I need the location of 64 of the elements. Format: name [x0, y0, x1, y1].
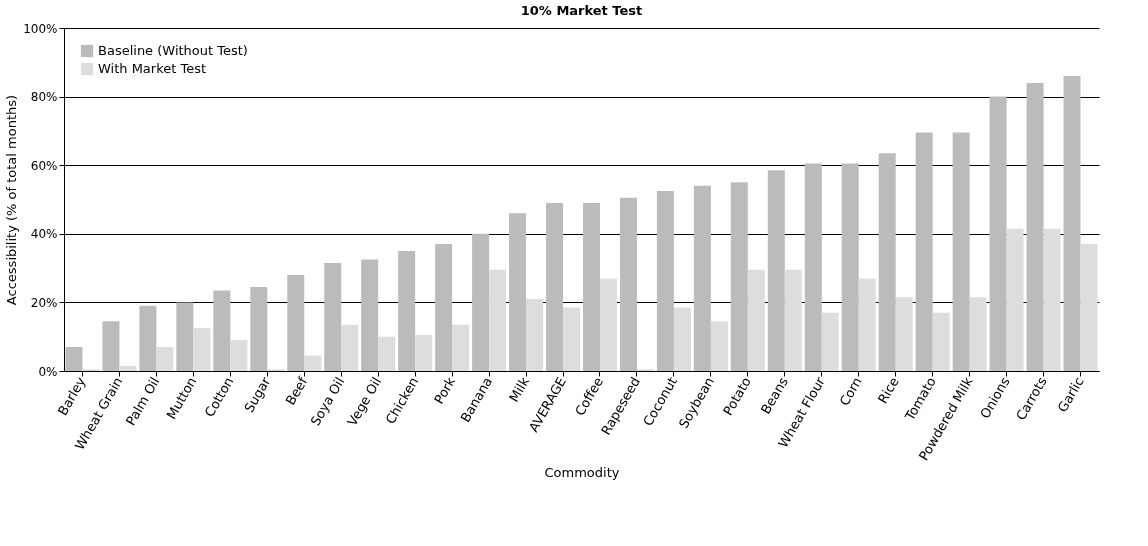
- bar: [1063, 76, 1081, 371]
- bar: [139, 305, 157, 371]
- bar: [784, 269, 802, 371]
- bar: [841, 163, 859, 371]
- x-axis-title: Commodity: [544, 465, 620, 481]
- bar: [619, 197, 637, 371]
- bar: [156, 346, 174, 371]
- bar: [767, 170, 785, 371]
- bar: [102, 321, 120, 371]
- bar: [895, 297, 913, 371]
- chart-title: 10% Market Test: [520, 3, 643, 18]
- bar: [287, 274, 305, 371]
- bar: [656, 190, 674, 371]
- y-tick-label: 60%: [30, 158, 58, 173]
- bar: [193, 328, 211, 371]
- bar: [341, 324, 359, 371]
- bar: [213, 290, 231, 371]
- bar: [969, 297, 987, 371]
- bar: [452, 324, 470, 371]
- bar: [878, 153, 896, 371]
- bar: [435, 244, 453, 371]
- bar: [1026, 82, 1044, 371]
- bar: [472, 233, 490, 371]
- bar: [230, 340, 248, 371]
- bar: [858, 278, 876, 371]
- bar: [526, 298, 544, 371]
- bar: [1006, 228, 1024, 371]
- bar: [915, 132, 933, 371]
- bar: [176, 302, 194, 371]
- bar: [989, 96, 1007, 371]
- bar: [361, 259, 379, 371]
- bar: [378, 336, 396, 371]
- bar: [747, 269, 765, 371]
- bar: [546, 202, 564, 371]
- bar: [693, 185, 711, 371]
- y-tick-label: 40%: [30, 227, 58, 242]
- bar: [489, 269, 507, 371]
- bar: [509, 213, 527, 371]
- bar: [1080, 244, 1098, 371]
- bar: [304, 355, 322, 371]
- bar: [582, 202, 600, 371]
- y-tick-label: 80%: [30, 90, 58, 105]
- bar: [730, 182, 748, 371]
- bar: [952, 132, 970, 371]
- bar: [119, 365, 137, 371]
- bar: [398, 250, 416, 371]
- legend-label: With Market Test: [98, 61, 207, 76]
- bar: [932, 312, 950, 371]
- bar: [599, 278, 617, 371]
- bar: [65, 346, 83, 371]
- bar: [250, 286, 268, 371]
- bar: [1043, 228, 1061, 371]
- bar: [673, 307, 691, 371]
- y-tick-label: 20%: [30, 295, 58, 310]
- bar: [804, 163, 822, 371]
- bar: [563, 307, 581, 371]
- y-tick-label: 0%: [38, 364, 58, 379]
- bar: [324, 262, 342, 371]
- bar: [821, 312, 839, 371]
- bar: [415, 334, 433, 371]
- legend-label: Baseline (Without Test): [98, 43, 248, 58]
- y-axis-title: Accessibility (% of total months): [4, 94, 20, 306]
- bar: [710, 321, 728, 371]
- y-tick-label: 100%: [23, 21, 58, 36]
